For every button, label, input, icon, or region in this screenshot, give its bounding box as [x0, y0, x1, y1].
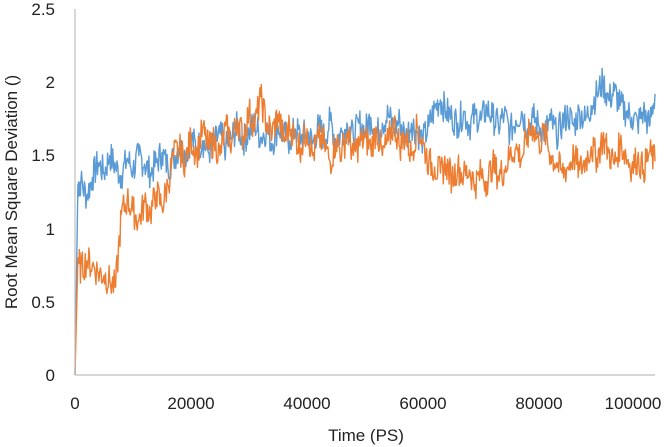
y-tick-label: 1.5 — [31, 146, 55, 165]
y-tick-label: 0.5 — [31, 293, 55, 312]
x-tick-labels: 0 20000 40000 60000 80000 100000 — [70, 394, 661, 413]
x-tick-label: 100000 — [605, 394, 662, 413]
y-tick-labels: 0 0.5 1 1.5 2 2.5 — [31, 0, 55, 385]
x-tick-label: 80000 — [515, 394, 562, 413]
x-tick-label: 60000 — [399, 394, 446, 413]
plot-area — [74, 67, 656, 376]
x-axis-title: Time (PS) — [328, 426, 404, 445]
series-line-2 — [74, 83, 656, 376]
y-tick-label: 2.5 — [31, 0, 55, 19]
y-tick-label: 1 — [46, 220, 55, 239]
x-tick-label: 40000 — [283, 394, 330, 413]
y-tick-label: 2 — [46, 73, 55, 92]
series-line-1 — [74, 67, 656, 376]
y-tick-label: 0 — [46, 366, 55, 385]
x-tick-label: 0 — [70, 394, 79, 413]
y-axis-title: Root Mean Square Deviation () — [2, 75, 21, 309]
x-tick-label: 20000 — [167, 394, 214, 413]
